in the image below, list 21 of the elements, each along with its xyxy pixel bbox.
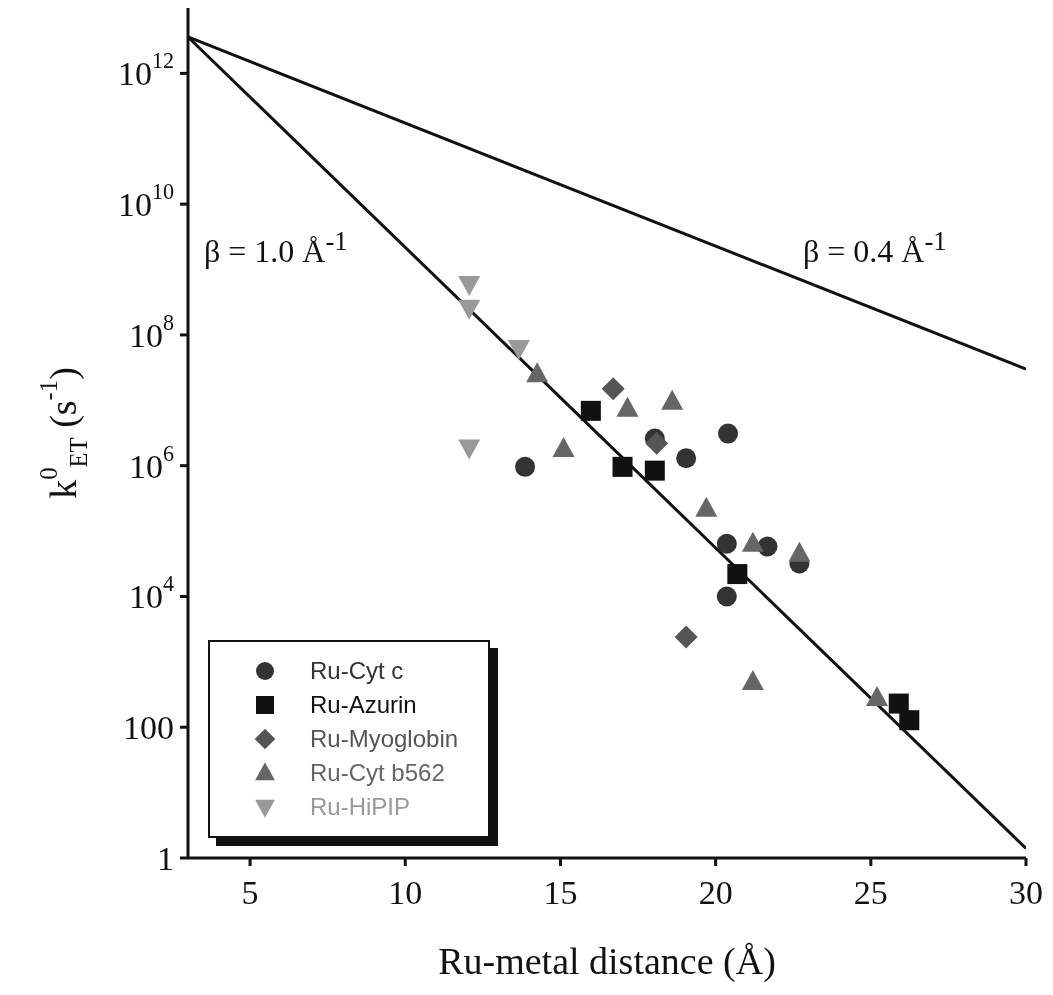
y-tick-label: 100 — [123, 709, 174, 747]
x-tick-label: 30 — [1009, 874, 1043, 911]
y-tick-label: 1 — [157, 839, 174, 877]
x-tick-label: 20 — [698, 874, 733, 911]
legend-label: Ru-Cyt b562 — [310, 759, 445, 787]
annotation: β = 0.4 Å$^{-1}$ — [803, 226, 947, 270]
x-tick-label: 15 — [543, 874, 578, 911]
legend-label: Ru-Cyt c — [310, 657, 404, 685]
y-tick-label: 10$^{6}$ — [128, 441, 174, 485]
x-tick-label: 5 — [241, 874, 259, 911]
y-tick-label: 10$^{12}$ — [117, 48, 174, 93]
annotation: β = 1.0 Å$^{-1}$ — [204, 226, 348, 270]
y-tick-label: 10$^{10}$ — [117, 179, 174, 224]
x-tick-label: 10 — [388, 874, 423, 911]
legend-label: Ru-Azurin — [310, 691, 417, 719]
legend-label: Ru-Myoglobin — [310, 725, 459, 753]
x-axis-title: Ru-metal distance (Å) — [438, 940, 776, 983]
y-tick-label: 10$^{4}$ — [128, 571, 174, 616]
x-tick-label: 25 — [853, 874, 888, 911]
legend-label: Ru-HiPIP — [310, 793, 411, 821]
y-tick-label: 10$^{8}$ — [128, 310, 174, 354]
